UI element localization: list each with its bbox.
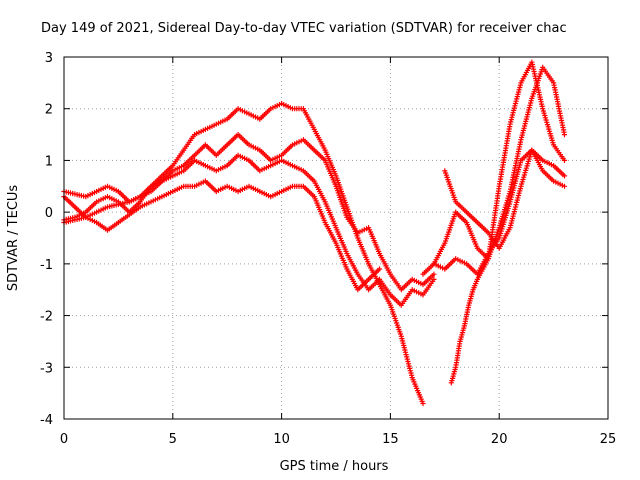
x-tick-label: 20 bbox=[491, 432, 508, 447]
y-tick-label: -1 bbox=[40, 258, 53, 273]
y-axis-label: SDTVAR / TECUs bbox=[6, 185, 21, 292]
x-axis-label: GPS time / hours bbox=[280, 459, 389, 474]
y-tick-label: -4 bbox=[40, 413, 53, 428]
data-point bbox=[561, 173, 568, 179]
x-tick-label: 0 bbox=[60, 432, 68, 447]
data-point bbox=[561, 157, 568, 163]
x-tick-label: 25 bbox=[600, 432, 617, 447]
x-tick-label: 5 bbox=[169, 432, 177, 447]
y-tick-label: 3 bbox=[45, 51, 53, 66]
chart-title: Day 149 of 2021, Sidereal Day-to-day VTE… bbox=[41, 21, 567, 36]
series-arc-6 bbox=[442, 147, 568, 251]
data-point bbox=[376, 266, 383, 272]
y-tick-label: 2 bbox=[45, 103, 53, 118]
plot-area bbox=[61, 59, 568, 407]
data-point bbox=[431, 271, 437, 277]
plot-frame bbox=[63, 56, 609, 420]
series-arc-8 bbox=[448, 59, 568, 386]
axes: 0 5 10 15 20 25 -4 -3 -2 -1 0 1 2 3 bbox=[40, 51, 616, 447]
data-point bbox=[431, 276, 437, 282]
y-tick-label: 0 bbox=[45, 206, 53, 221]
series-arc-1 bbox=[61, 100, 426, 407]
x-tick-label: 10 bbox=[273, 432, 290, 447]
data-point bbox=[420, 400, 426, 407]
y-tick-label: 1 bbox=[45, 154, 53, 169]
y-tick-label: -2 bbox=[40, 310, 53, 325]
series-arc-7 bbox=[420, 64, 568, 277]
grid bbox=[64, 57, 608, 419]
x-tick-label: 15 bbox=[382, 432, 399, 447]
data-point bbox=[561, 183, 568, 189]
data-point bbox=[561, 132, 568, 138]
y-tick-label: -3 bbox=[40, 361, 53, 376]
series-arc-4 bbox=[61, 178, 383, 293]
